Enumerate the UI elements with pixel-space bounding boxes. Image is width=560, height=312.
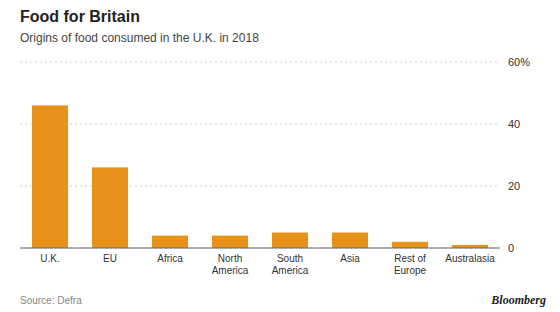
y-tick-label: 20 — [508, 180, 520, 192]
x-tick-label: Australasia — [445, 253, 495, 264]
grid-line — [20, 62, 500, 63]
x-tick-label: Asia — [340, 253, 360, 264]
watermark: Bloomberg — [490, 293, 546, 307]
x-axis — [20, 248, 500, 249]
x-tick-label: NorthAmerica — [212, 253, 249, 276]
y-tick-label: 40 — [508, 118, 520, 130]
bar — [32, 105, 68, 248]
bar — [92, 167, 128, 248]
bar — [332, 233, 368, 249]
title: Food for Britain — [20, 8, 140, 25]
x-tick-label: SouthAmerica — [272, 253, 309, 276]
grid-line — [20, 124, 500, 125]
bar — [272, 233, 308, 249]
x-tick-label: EU — [103, 253, 117, 264]
subtitle: Origins of food consumed in the U.K. in … — [20, 31, 259, 45]
chart: Food for Britain Origins of food consumed… — [0, 0, 560, 312]
bar — [152, 236, 188, 248]
y-tick-label: 0 — [508, 242, 514, 254]
x-tick-label: Africa — [157, 253, 183, 264]
x-tick-label: U.K. — [40, 253, 59, 264]
grid — [20, 62, 500, 248]
x-tick-label: Rest ofEurope — [394, 253, 427, 276]
y-tick-label: 60% — [508, 56, 530, 68]
grid-line — [20, 248, 500, 249]
bars — [32, 105, 488, 248]
bar — [392, 242, 428, 248]
bar — [212, 236, 248, 248]
source: Source: Defra — [20, 295, 82, 306]
